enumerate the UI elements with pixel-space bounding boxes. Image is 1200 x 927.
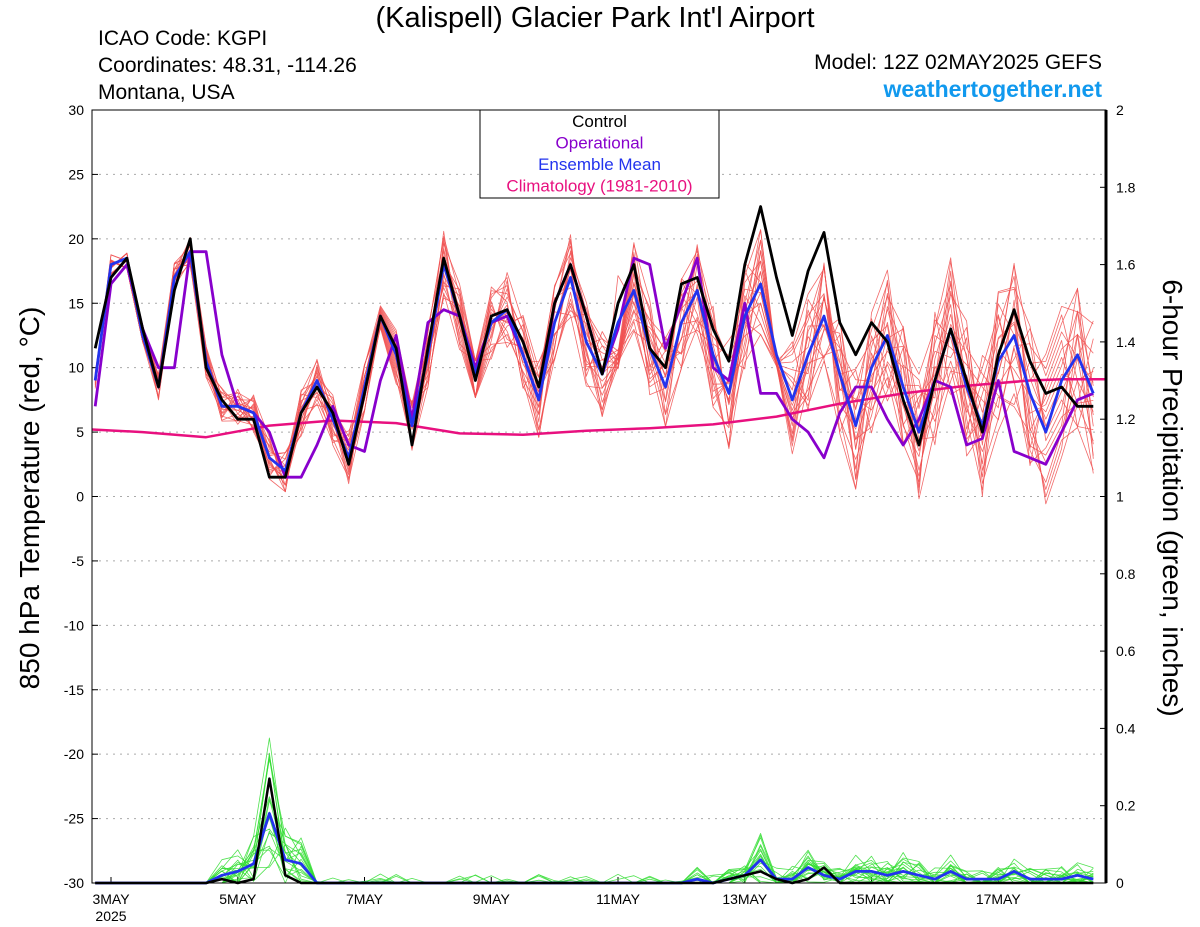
x-tick-label: 5MAY: [219, 891, 257, 907]
brand-link[interactable]: weathertogether.net: [883, 76, 1102, 102]
legend-entry: Control: [572, 112, 627, 131]
y-tick-label-right: 0.8: [1116, 566, 1136, 582]
y-tick-label-right: 1: [1116, 489, 1124, 505]
legend-entry: Operational: [556, 134, 644, 153]
region: Montana, USA: [98, 81, 235, 104]
y-tick-label-left: -30: [64, 875, 84, 891]
chart-title: (Kalispell) Glacier Park Int'l Airport: [375, 2, 815, 34]
temperature-member-line: [94, 234, 1094, 493]
coordinates: Coordinates: 48.31, -114.26: [98, 54, 357, 77]
y-tick-label-left: -20: [64, 746, 84, 762]
temperature-member-line: [94, 242, 1094, 505]
x-tick-label: 17MAY: [976, 891, 1022, 907]
model-run: Model: 12Z 02MAY2025 GEFS: [814, 51, 1102, 74]
x-tick-label: 11MAY: [596, 891, 640, 907]
y-tick-label-right: 1.6: [1116, 257, 1136, 273]
x-tick-label: 15MAY: [849, 891, 895, 907]
x-tick-label: 7MAY: [346, 891, 384, 907]
y-tick-label-left: -15: [64, 682, 84, 698]
legend-box: [479, 109, 720, 199]
y-tick-label-right: 0.4: [1116, 720, 1136, 736]
y-tick-label-left: 5: [76, 424, 84, 440]
temperature-member-line: [94, 245, 1094, 494]
y-tick-label-left: -25: [64, 811, 84, 827]
y-tick-label-left: 15: [68, 295, 84, 311]
y-tick-label-left: -10: [64, 617, 84, 633]
y-tick-label-right: 2: [1116, 102, 1124, 118]
y-tick-label-left: 25: [68, 166, 84, 182]
x-tick-label: 13MAY: [722, 891, 768, 907]
y-tick-label-right: 1.8: [1116, 179, 1136, 195]
y-tick-label-right: 1.4: [1116, 334, 1136, 350]
y-tick-label-left: -5: [72, 553, 85, 569]
x-tick-label: 3MAY: [92, 891, 130, 907]
y-tick-label-right: 0: [1116, 875, 1124, 891]
x-tick-label: 9MAY: [473, 891, 511, 907]
y-tick-label-right: 0.6: [1116, 643, 1136, 659]
temperature-member-line: [94, 241, 1094, 486]
x-tick-sublabel: 2025: [95, 908, 126, 924]
temperature-mean-line: [93, 250, 1095, 473]
y-tick-label-left: 0: [76, 489, 84, 505]
y-tick-label-left: 30: [68, 102, 84, 118]
legend-entry: Ensemble Mean: [538, 155, 661, 174]
temperature-control-line: [93, 205, 1094, 479]
icao-code: ICAO Code: KGPI: [98, 27, 268, 50]
y-tick-label-right: 0.2: [1116, 798, 1136, 814]
y-tick-label-right: 1.2: [1116, 411, 1136, 427]
legend-entry: Climatology (1981-2010): [506, 177, 692, 196]
y-tick-label-left: 10: [68, 360, 84, 376]
y-tick-label-left: 20: [68, 231, 84, 247]
